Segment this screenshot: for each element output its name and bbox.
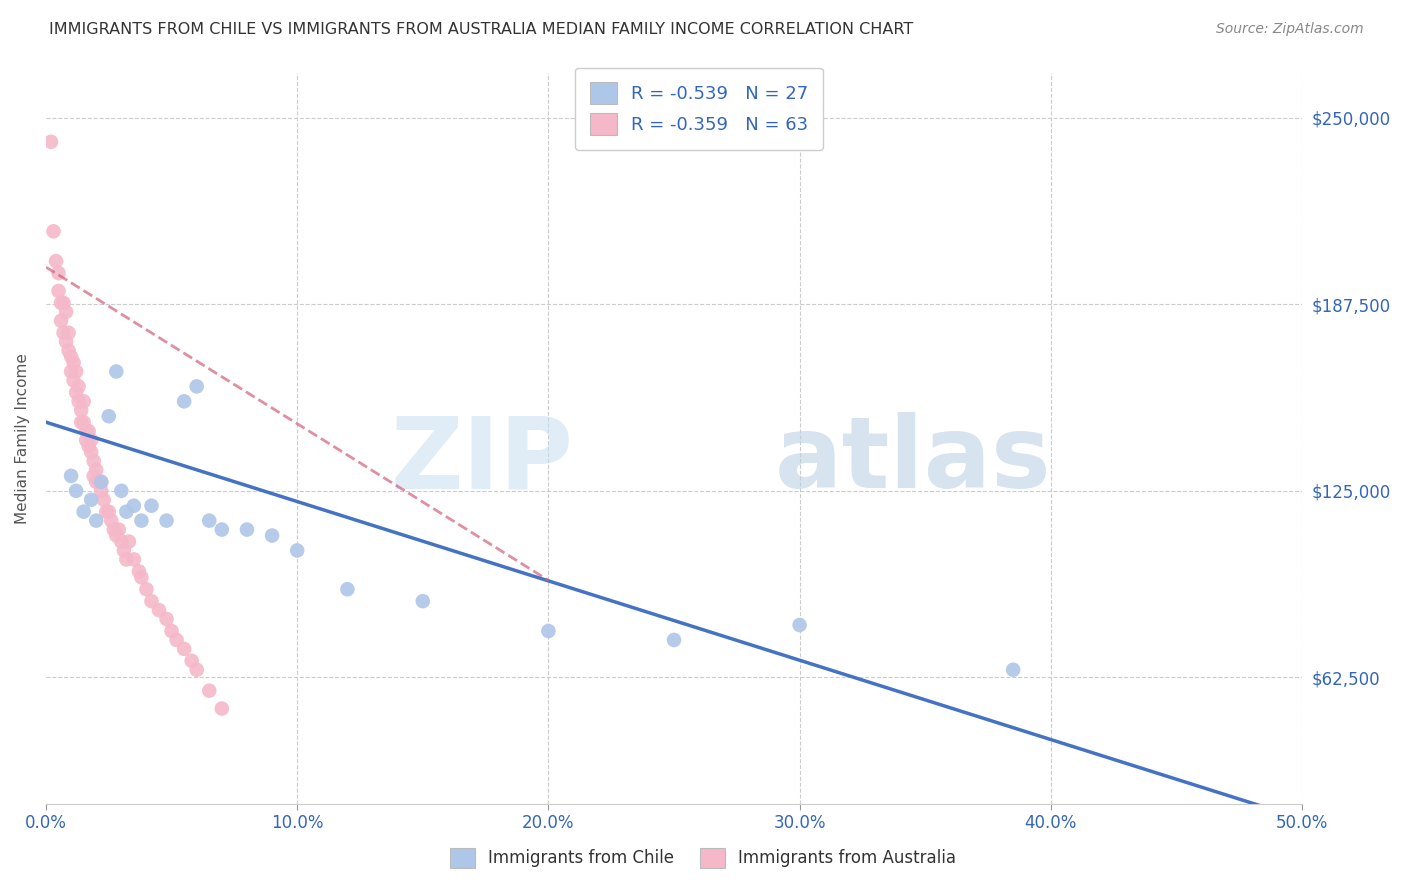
Text: IMMIGRANTS FROM CHILE VS IMMIGRANTS FROM AUSTRALIA MEDIAN FAMILY INCOME CORRELAT: IMMIGRANTS FROM CHILE VS IMMIGRANTS FROM… [49, 22, 914, 37]
Point [80, 492, 103, 507]
Point [186, 379, 208, 393]
Point [155, 612, 177, 626]
Legend: R = -0.539   N = 27, R = -0.359   N = 63: R = -0.539 N = 27, R = -0.359 N = 63 [575, 68, 823, 150]
Point [108, 523, 131, 537]
Point [148, 603, 170, 617]
Point [67, 379, 90, 393]
Point [198, 683, 221, 698]
Point [58, 326, 80, 340]
Point [211, 701, 233, 715]
Point [115, 505, 138, 519]
Point [166, 632, 188, 647]
Point [49, 314, 72, 328]
Point [45, 254, 67, 268]
Point [211, 523, 233, 537]
Point [662, 632, 685, 647]
Point [62, 355, 84, 369]
Point [52, 296, 75, 310]
Point [105, 528, 128, 542]
Point [48, 284, 70, 298]
Point [90, 483, 112, 498]
Point [52, 326, 75, 340]
Point [80, 433, 103, 447]
Point [42, 224, 65, 238]
Point [128, 565, 150, 579]
Point [60, 364, 83, 378]
Point [83, 469, 105, 483]
Point [112, 543, 135, 558]
Point [155, 514, 177, 528]
Point [118, 534, 141, 549]
Point [75, 433, 97, 447]
Point [83, 454, 105, 468]
Text: ZIP: ZIP [391, 412, 574, 509]
Point [262, 528, 284, 542]
Point [75, 424, 97, 438]
Point [141, 594, 163, 608]
Point [100, 514, 122, 528]
Point [87, 475, 110, 489]
Point [93, 492, 115, 507]
Point [97, 409, 120, 424]
Legend: Immigrants from Chile, Immigrants from Australia: Immigrants from Chile, Immigrants from A… [443, 841, 963, 875]
Point [65, 483, 87, 498]
Point [1002, 663, 1025, 677]
Point [80, 445, 103, 459]
Point [122, 499, 145, 513]
Point [180, 654, 202, 668]
Point [110, 534, 132, 549]
Point [97, 505, 120, 519]
Point [70, 415, 93, 429]
Point [62, 374, 84, 388]
Point [173, 394, 195, 409]
Point [236, 523, 259, 537]
Point [72, 505, 94, 519]
Point [65, 364, 87, 378]
Point [537, 624, 560, 638]
Point [160, 624, 183, 638]
Point [96, 505, 118, 519]
Point [110, 483, 132, 498]
Point [77, 439, 100, 453]
Point [49, 296, 72, 310]
Point [67, 394, 90, 409]
Point [77, 424, 100, 438]
Text: atlas: atlas [775, 412, 1052, 509]
Point [84, 514, 107, 528]
Point [72, 394, 94, 409]
Point [90, 475, 112, 489]
Point [48, 266, 70, 280]
Y-axis label: Median Family Income: Median Family Income [15, 353, 30, 524]
Point [58, 343, 80, 358]
Point [105, 364, 128, 378]
Point [285, 543, 308, 558]
Point [122, 552, 145, 566]
Point [55, 334, 77, 349]
Point [60, 469, 83, 483]
Point [131, 514, 153, 528]
Point [72, 415, 94, 429]
Point [39, 135, 62, 149]
Point [55, 305, 77, 319]
Point [186, 663, 208, 677]
Point [412, 594, 434, 608]
Point [135, 582, 157, 597]
Point [336, 582, 359, 597]
Point [70, 403, 93, 417]
Point [84, 475, 107, 489]
Point [65, 385, 87, 400]
Point [103, 523, 125, 537]
Point [90, 475, 112, 489]
Point [789, 618, 811, 632]
Point [198, 514, 221, 528]
Point [115, 552, 138, 566]
Text: Source: ZipAtlas.com: Source: ZipAtlas.com [1216, 22, 1364, 37]
Point [60, 350, 83, 364]
Point [131, 570, 153, 584]
Point [84, 463, 107, 477]
Point [173, 641, 195, 656]
Point [141, 499, 163, 513]
